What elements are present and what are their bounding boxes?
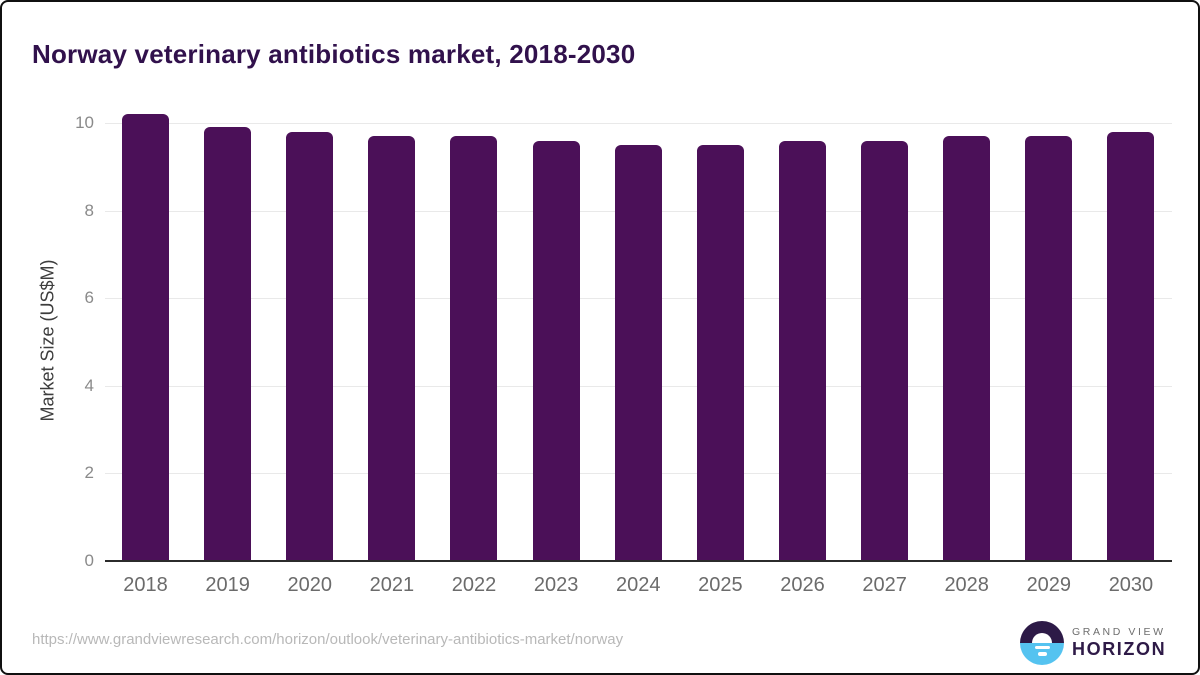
x-tick-label: 2018 [123, 574, 168, 596]
x-tick-label: 2020 [287, 574, 332, 596]
horizon-sun-icon [1020, 621, 1064, 665]
bar-2029 [1025, 136, 1073, 561]
x-tick-label: 2029 [1026, 574, 1072, 596]
bar-2026 [778, 140, 826, 561]
wave-shape [1034, 645, 1050, 649]
x-tick-label: 2030 [1108, 574, 1154, 596]
logo-brand-name: GRAND VIEW [1072, 626, 1166, 638]
source-url: https://www.grandviewresearch.com/horizo… [32, 631, 624, 648]
x-tick-label: 2022 [451, 574, 497, 596]
y-tick-label: 0 [84, 551, 94, 570]
bar-2023 [532, 140, 580, 561]
y-tick-label: 6 [84, 288, 94, 308]
logo-text: GRAND VIEW HORIZON [1072, 626, 1166, 660]
chart-title: Norway veterinary antibiotics market, 20… [32, 39, 636, 70]
bar-2030 [1107, 131, 1155, 561]
logo-product-name: HORIZON [1072, 639, 1167, 659]
wave-shape [1037, 652, 1047, 656]
x-tick-label: 2019 [205, 574, 250, 596]
x-tick-label: 2026 [780, 574, 825, 596]
y-tick-label: 8 [84, 200, 94, 220]
y-tick-label: 2 [84, 463, 94, 483]
bar-2022 [450, 136, 498, 561]
x-tick-label: 2028 [944, 574, 989, 596]
bar-2018 [122, 114, 169, 561]
bar-2028 [943, 136, 991, 561]
x-tick-label: 2024 [615, 574, 661, 596]
x-tick-label: 2025 [698, 574, 743, 596]
y-tick-label: 4 [84, 375, 94, 395]
bar-2020 [286, 131, 334, 561]
x-tick-label: 2021 [369, 574, 415, 596]
gridline [105, 123, 1172, 124]
y-axis-title: Market Size (US$M) [37, 259, 58, 422]
sun-shape [1032, 633, 1052, 643]
x-tick-label: 2027 [862, 574, 907, 596]
x-axis-line [105, 560, 1172, 562]
bar-2025 [696, 144, 744, 561]
x-tick-label: 2023 [533, 574, 579, 596]
bar-2024 [614, 144, 662, 561]
bar-2027 [861, 140, 909, 561]
grand-view-horizon-logo: GRAND VIEW HORIZON [1020, 621, 1166, 665]
bar-2021 [368, 136, 416, 561]
bar-2019 [204, 127, 252, 561]
y-tick-label: 10 [75, 113, 94, 132]
